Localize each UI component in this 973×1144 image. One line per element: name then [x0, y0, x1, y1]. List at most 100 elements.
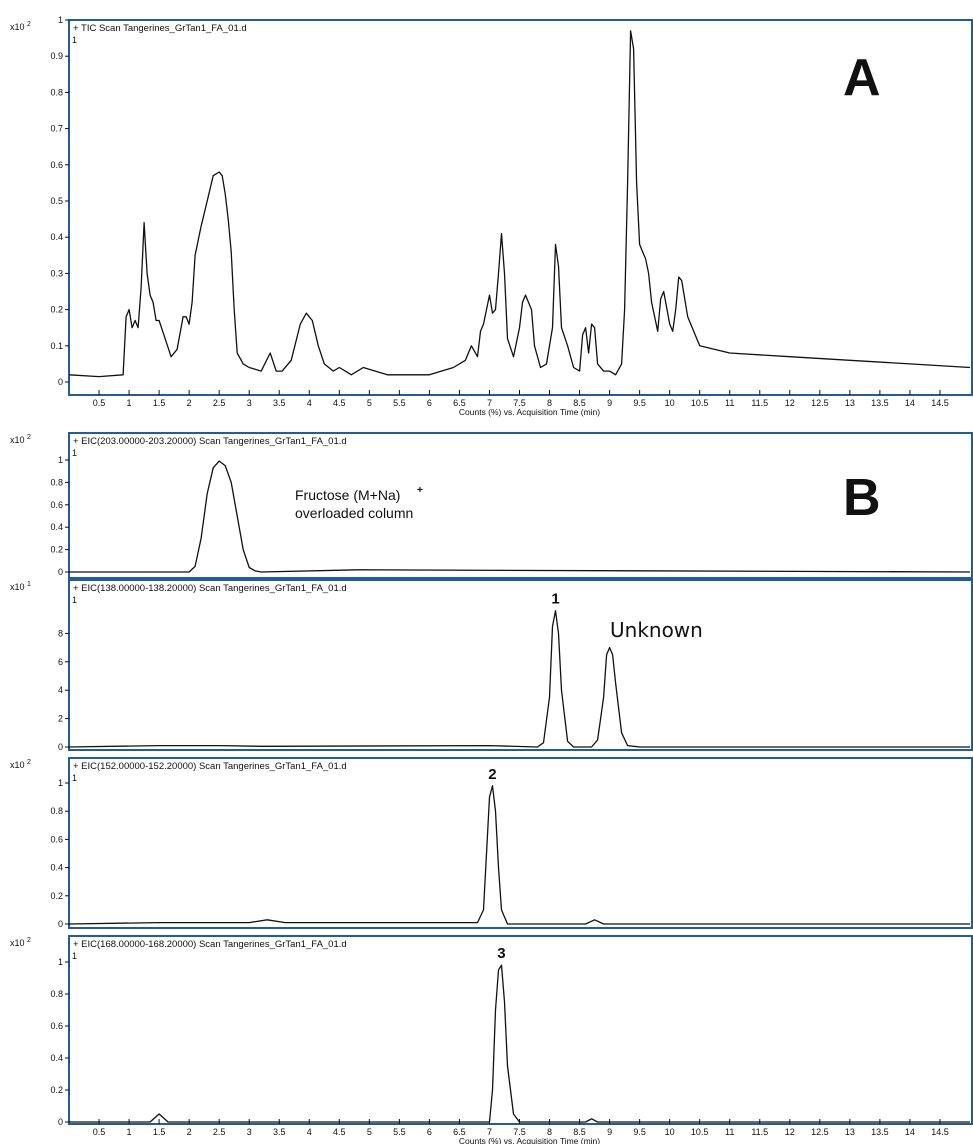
x-tick-label: 12.5	[811, 398, 829, 408]
y-tick-label: 0.6	[50, 500, 63, 510]
x-tick-label: 14.5	[931, 1127, 949, 1137]
x-tick-label: 11.5	[751, 398, 768, 408]
x-tick-label: 3.5	[273, 398, 286, 408]
y-tick-label: 0.9	[50, 51, 63, 61]
y-tick-label: 6	[58, 657, 63, 667]
x-tick-label: 7.5	[513, 398, 526, 408]
x-tick-label: 14	[905, 1127, 915, 1137]
annotation-fructose: Fructose (M+Na)	[295, 487, 400, 503]
x-tick-label: 13.5	[871, 1127, 889, 1137]
y-tick-label: 0.6	[50, 834, 63, 844]
y-tick-label: 0.2	[50, 545, 63, 555]
trace-line	[68, 610, 970, 748]
y-multiplier-exponent: 1	[27, 581, 31, 588]
x-tick-label: 9	[607, 1127, 612, 1137]
x-tick-label: 8	[547, 398, 552, 408]
panel-letter-a: A	[843, 49, 881, 107]
panel-frame	[68, 757, 973, 929]
x-tick-label: 0.5	[93, 1127, 106, 1137]
y-tick-label: 0.7	[50, 124, 63, 134]
x-tick-label: 5.5	[393, 398, 406, 408]
trace-label: + EIC(168.00000-168.20000) Scan Tangerin…	[73, 939, 347, 950]
x-axis-label: Counts (%) vs. Acquisition Time (min)	[459, 407, 600, 417]
y-tick-label: 0.4	[50, 1053, 63, 1063]
peak-label: 2	[488, 766, 496, 783]
y-tick-label: 0.4	[50, 863, 63, 873]
y-tick-label: 0	[58, 919, 63, 929]
y-tick-label: 0.2	[50, 1085, 63, 1095]
y-multiplier-label: x10	[10, 938, 25, 948]
y-multiplier-exponent: 2	[27, 937, 31, 944]
x-tick-label: 11	[725, 1127, 734, 1137]
peak-label: 3	[497, 945, 505, 962]
y-multiplier-label: x10	[10, 435, 25, 445]
x-tick-label: 7.5	[513, 1127, 526, 1137]
panel-frame	[68, 935, 973, 1125]
trace-marker: 1	[72, 773, 77, 783]
x-tick-label: 3	[247, 398, 252, 408]
trace-marker: 1	[72, 448, 77, 458]
x-tick-label: 8.5	[573, 398, 586, 408]
x-tick-label: 1	[127, 1127, 132, 1137]
x-tick-label: 2	[187, 1127, 192, 1137]
x-tick-label: 12	[785, 398, 795, 408]
x-tick-label: 6	[427, 1127, 432, 1137]
y-tick-label: 0.3	[50, 268, 63, 278]
x-tick-label: 5.5	[393, 1127, 406, 1137]
y-tick-label: 0	[58, 377, 63, 387]
x-tick-label: 6	[427, 398, 432, 408]
y-multiplier-label: x10	[10, 582, 25, 592]
trace-line	[69, 964, 970, 1123]
y-multiplier-label: x10	[10, 22, 25, 32]
x-tick-label: 8	[547, 1127, 552, 1137]
annotation-overloaded: overloaded column	[295, 505, 413, 521]
x-tick-label: 11.5	[751, 1127, 768, 1137]
trace-marker: 1	[72, 951, 77, 961]
panel-frame	[68, 432, 973, 579]
y-tick-label: 0.8	[50, 989, 63, 999]
x-tick-label: 10.5	[691, 398, 709, 408]
x-tick-label: 3.5	[273, 1127, 286, 1137]
y-tick-label: 1	[58, 778, 63, 788]
x-tick-label: 1.5	[153, 398, 166, 408]
x-tick-label: 12.5	[811, 1127, 829, 1137]
trace-label: + TIC Scan Tangerines_GrTan1_FA_01.d	[73, 23, 247, 34]
x-tick-label: 4	[307, 1127, 312, 1137]
panel-letter-b: B	[843, 469, 881, 527]
x-tick-label: 9	[607, 398, 612, 408]
x-tick-label: 4.5	[333, 1127, 346, 1137]
x-tick-label: 2	[187, 398, 192, 408]
y-tick-label: 0.6	[50, 160, 63, 170]
y-tick-label: 0.1	[50, 341, 63, 351]
trace-label: + EIC(203.00000-203.20000) Scan Tangerin…	[73, 436, 347, 447]
x-tick-label: 11	[725, 398, 734, 408]
y-tick-label: 0.2	[50, 891, 63, 901]
x-tick-label: 3	[247, 1127, 252, 1137]
trace-label: + EIC(152.00000-152.20000) Scan Tangerin…	[73, 761, 347, 772]
trace-marker: 1	[72, 595, 77, 605]
y-tick-label: 8	[58, 628, 63, 638]
x-tick-label: 1.5	[153, 1127, 166, 1137]
x-tick-label: 1	[127, 398, 132, 408]
x-tick-label: 2.5	[213, 1127, 226, 1137]
annotation-fructose-superscript: +	[417, 485, 423, 496]
x-tick-label: 14.5	[931, 398, 949, 408]
x-tick-label: 13.5	[871, 398, 889, 408]
annotation-unknown: Unknown	[610, 618, 703, 642]
x-tick-label: 13	[845, 1127, 855, 1137]
trace-line	[68, 785, 970, 925]
y-tick-label: 0.5	[50, 196, 63, 206]
y-tick-label: 0.2	[50, 305, 63, 315]
x-axis-label: Counts (%) vs. Acquisition Time (min)	[459, 1136, 600, 1144]
y-tick-label: 0.8	[50, 806, 63, 816]
y-multiplier-exponent: 2	[27, 21, 31, 28]
y-multiplier-exponent: 2	[27, 759, 31, 766]
trace-line	[68, 30, 971, 378]
x-tick-label: 13	[845, 398, 855, 408]
trace-label: + EIC(138.00000-138.20000) Scan Tangerin…	[73, 583, 347, 594]
x-tick-label: 10	[665, 398, 675, 408]
y-tick-label: 0.8	[50, 87, 63, 97]
panel-frame	[68, 19, 973, 396]
x-tick-label: 0.5	[93, 398, 106, 408]
x-tick-label: 9.5	[633, 1127, 646, 1137]
